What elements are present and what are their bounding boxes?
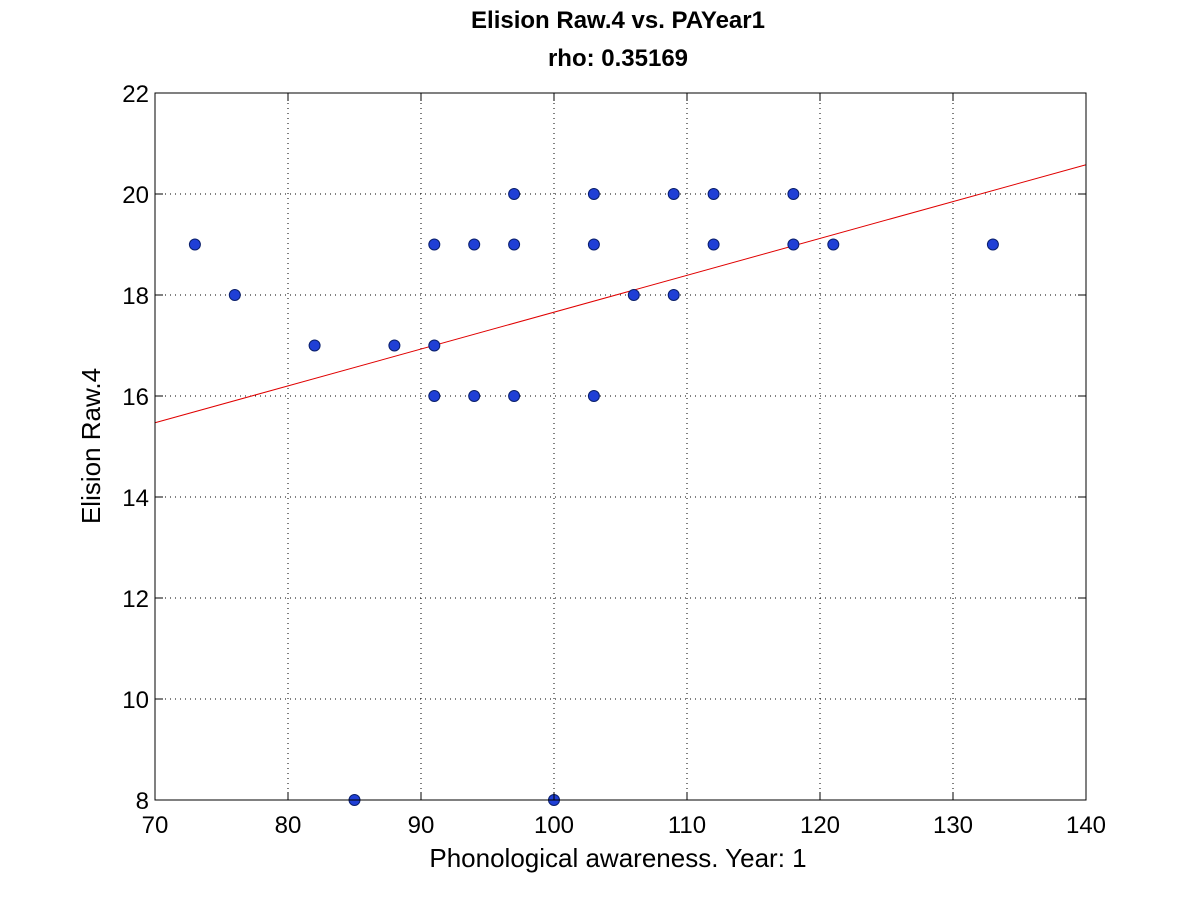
data-point (587, 238, 600, 251)
y-tick-label: 8 (136, 788, 149, 815)
x-tick-label: 90 (408, 812, 435, 839)
plot-frame (154, 92, 1087, 801)
data-point (667, 188, 680, 200)
data-point (827, 238, 840, 251)
y-tick-label: 16 (122, 384, 149, 411)
data-point (388, 339, 401, 352)
chart-title: Elision Raw.4 vs. PAYear1 (471, 7, 765, 34)
fit-line-group (154, 164, 1087, 424)
y-tick-label: 20 (122, 182, 149, 209)
data-point (707, 188, 720, 200)
data-point (508, 390, 521, 402)
data-point (308, 339, 321, 352)
data-point (228, 289, 241, 301)
data-point (188, 238, 201, 251)
data-point (508, 188, 521, 200)
data-point (707, 238, 720, 251)
data-point (787, 188, 800, 200)
y-tick-label: 22 (122, 81, 149, 108)
data-points (188, 188, 999, 806)
y-tick-label: 10 (122, 687, 149, 714)
data-point (508, 238, 521, 251)
data-point (986, 238, 999, 251)
data-point (428, 238, 441, 251)
axis-ticks: 70 80 90 100 110 120 130 140 8 10 12 14 16 18 20 22 (122, 81, 1106, 839)
grid-lines (155, 93, 1086, 800)
y-axis-label: Elision Raw.4 (76, 368, 106, 524)
x-tick-label: 100 (534, 812, 574, 839)
data-point (587, 390, 600, 402)
data-point (627, 289, 640, 301)
plot-area (155, 93, 1086, 800)
data-point (468, 390, 481, 402)
y-tick-label: 12 (122, 586, 149, 613)
x-tick-label: 120 (800, 812, 840, 839)
chart-subtitle: rho: 0.35169 (548, 45, 688, 72)
data-point (428, 390, 441, 402)
x-tick-label: 70 (142, 812, 169, 839)
regression-line (154, 164, 1087, 424)
y-tick-label: 18 (122, 283, 149, 310)
y-tick-label: 14 (122, 485, 149, 512)
x-tick-label: 80 (275, 812, 302, 839)
x-axis-label: Phonological awareness. Year: 1 (429, 843, 806, 873)
x-tick-label: 140 (1066, 812, 1106, 839)
x-tick-label: 110 (668, 812, 706, 839)
data-point (667, 289, 680, 301)
data-point (468, 238, 481, 251)
data-point (587, 188, 600, 200)
data-point (787, 238, 800, 251)
x-tick-label: 130 (933, 812, 973, 839)
data-point (428, 339, 441, 352)
